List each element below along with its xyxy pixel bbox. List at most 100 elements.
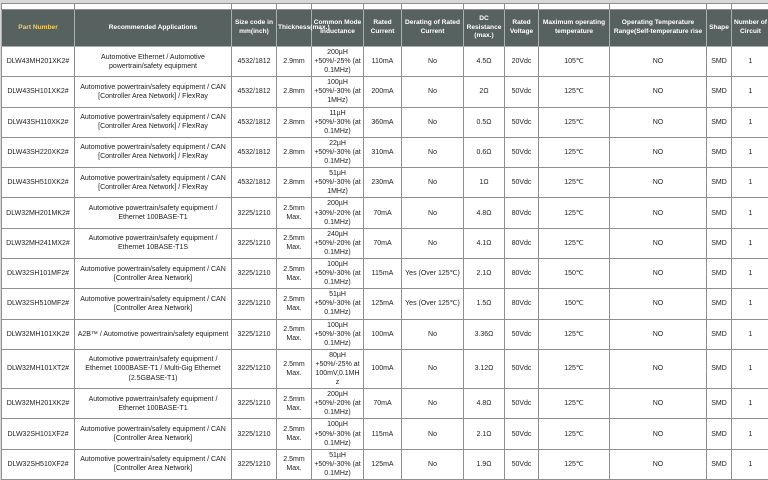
table-cell: 2.1Ω (464, 419, 505, 449)
table-cell: Automotive powertrain/safety equipment /… (75, 449, 232, 479)
table-cell: 125℃ (539, 419, 610, 449)
table-cell: 50Vdc (505, 107, 539, 137)
part-number-cell: DLW32MH241MX2# (2, 228, 75, 258)
column-header: Common Mode Inductance (312, 10, 364, 47)
table-cell: 4532/1812 (232, 77, 277, 107)
table-cell: 2.5mm Max. (277, 289, 312, 319)
table-cell: 1 (732, 258, 768, 288)
table-cell: 4.1Ω (464, 228, 505, 258)
table-row: DLW32SH101XF2#Automotive powertrain/safe… (2, 419, 768, 449)
part-number-cell: DLW43SH510XK2# (2, 168, 75, 198)
table-cell: 80Vdc (505, 198, 539, 228)
table-cell: 100mA (364, 319, 402, 349)
table-cell: SMD (707, 419, 732, 449)
column-header: Operating Temperature Range(Self-tempera… (610, 10, 707, 47)
table-row: DLW32SH510XF2#Automotive powertrain/safe… (2, 449, 768, 479)
table-cell: 50Vdc (505, 168, 539, 198)
table-cell: NO (610, 389, 707, 419)
table-cell: 20Vdc (505, 47, 539, 77)
table-cell: 70mA (364, 389, 402, 419)
table-cell: 3225/1210 (232, 289, 277, 319)
table-cell: 2.5mm Max. (277, 389, 312, 419)
table-cell: 125℃ (539, 198, 610, 228)
part-number-cell: DLW43SH110XK2# (2, 107, 75, 137)
column-header: DC Resistance (max.) (464, 10, 505, 47)
part-number-cell: DLW43SH101XK2# (2, 77, 75, 107)
table-row: DLW32MH241MX2#Automotive powertrain/safe… (2, 228, 768, 258)
table-cell: SMD (707, 47, 732, 77)
table-cell: Automotive powertrain/safety equipment /… (75, 198, 232, 228)
table-cell: 70mA (364, 198, 402, 228)
table-cell: No (402, 419, 464, 449)
table-cell: 80Vdc (505, 258, 539, 288)
table-cell: 310mA (364, 137, 402, 167)
table-cell: 22µH +50%/-30% (at 0.1MHz) (312, 137, 364, 167)
table-cell: NO (610, 228, 707, 258)
table-cell: 100mA (364, 349, 402, 388)
table-cell: 3225/1210 (232, 389, 277, 419)
table-cell: 2.8mm (277, 137, 312, 167)
table-cell: 4532/1812 (232, 137, 277, 167)
table-cell: Automotive powertrain/safety equipment /… (75, 289, 232, 319)
table-cell: 125℃ (539, 349, 610, 388)
part-number-cell: DLW43MH201XK2# (2, 47, 75, 77)
table-cell: 0.6Ω (464, 137, 505, 167)
table-cell: NO (610, 107, 707, 137)
table-cell: 1 (732, 289, 768, 319)
table-body: DLW43MH201XK2#Automotive Ethernet / Auto… (2, 47, 768, 480)
table-cell: SMD (707, 258, 732, 288)
table-cell: 2.5mm Max. (277, 228, 312, 258)
table-cell: No (402, 77, 464, 107)
part-number-cell: DLW32MH201XK2# (2, 389, 75, 419)
column-header: Recommended Applications (75, 10, 232, 47)
table-row: DLW32MH101XK2#A2B™ / Automotive powertra… (2, 319, 768, 349)
part-number-cell: DLW32SH510XF2# (2, 449, 75, 479)
table-cell: 80Vdc (505, 228, 539, 258)
column-header: Part Number (2, 10, 75, 47)
table-cell: 360mA (364, 107, 402, 137)
table-cell: NO (610, 47, 707, 77)
table-cell: 2.8mm (277, 168, 312, 198)
table-cell: 3.12Ω (464, 349, 505, 388)
part-number-cell: DLW43SH220XK2# (2, 137, 75, 167)
table-cell: 1 (732, 449, 768, 479)
table-row: DLW43SH220XK2#Automotive powertrain/safe… (2, 137, 768, 167)
table-cell: SMD (707, 319, 732, 349)
table-cell: No (402, 198, 464, 228)
table-row: DLW32MH201XK2#Automotive powertrain/safe… (2, 389, 768, 419)
table-cell: 11µH +50%/-30% (at 0.1MHz) (312, 107, 364, 137)
table-cell: Automotive powertrain/safety equipment /… (75, 389, 232, 419)
table-cell: No (402, 449, 464, 479)
table-cell: SMD (707, 137, 732, 167)
table-cell: 2.5mm Max. (277, 198, 312, 228)
table-cell: 110mA (364, 47, 402, 77)
column-header: Rated Current (364, 10, 402, 47)
table-row: DLW43SH101XK2#Automotive powertrain/safe… (2, 77, 768, 107)
table-cell: 1 (732, 47, 768, 77)
table-cell: 4.5Ω (464, 47, 505, 77)
table-cell: SMD (707, 107, 732, 137)
table-cell: 1 (732, 198, 768, 228)
table-cell: 50Vdc (505, 77, 539, 107)
column-header: Thickness(max.) (277, 10, 312, 47)
table-cell: 0.5Ω (464, 107, 505, 137)
table-cell: 100µH +50%/-30% (at 1MHz) (312, 77, 364, 107)
table-cell: No (402, 319, 464, 349)
table-cell: 2.8mm (277, 107, 312, 137)
table-cell: NO (610, 289, 707, 319)
table-cell: No (402, 389, 464, 419)
table-cell: 2.1Ω (464, 258, 505, 288)
table-cell: NO (610, 168, 707, 198)
table-cell: 105℃ (539, 47, 610, 77)
table-cell: 125℃ (539, 389, 610, 419)
table-cell: Automotive powertrain/safety equipment /… (75, 168, 232, 198)
part-number-cell: DLW32MH101XK2# (2, 319, 75, 349)
table-cell: 50Vdc (505, 137, 539, 167)
table-cell: 1 (732, 228, 768, 258)
table-cell: 100µH +50%/-30% (at 0.1MHz) (312, 419, 364, 449)
table-cell: NO (610, 419, 707, 449)
table-cell: 240µH +50%/-20% (at 0.1MHz) (312, 228, 364, 258)
table-cell: 125℃ (539, 319, 610, 349)
table-cell: SMD (707, 389, 732, 419)
